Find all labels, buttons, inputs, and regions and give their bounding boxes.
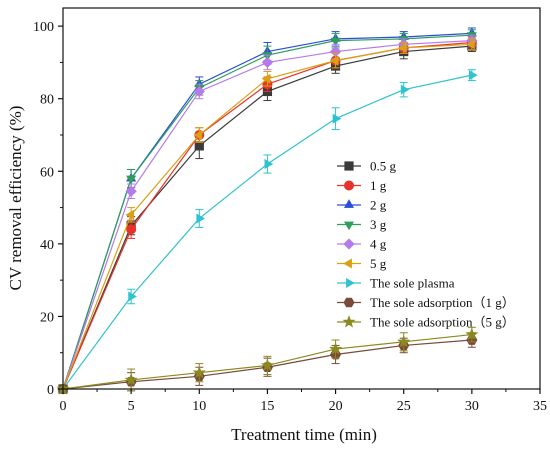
y-tick-label: 100 bbox=[33, 20, 54, 35]
legend-item-5: 5 g bbox=[337, 256, 387, 271]
data-point bbox=[330, 37, 341, 47]
legend-label: The sole adsorption（1 g） bbox=[370, 295, 515, 310]
x-tick-label: 25 bbox=[397, 399, 411, 414]
legend-label: 4 g bbox=[370, 237, 387, 252]
legend-item-8: The sole adsorption（5 g） bbox=[337, 315, 515, 330]
data-point bbox=[468, 70, 478, 81]
legend-marker bbox=[343, 297, 355, 308]
legend-marker bbox=[346, 277, 355, 289]
data-point bbox=[124, 373, 138, 386]
data-point bbox=[332, 113, 342, 124]
legend-marker bbox=[343, 199, 355, 208]
legend-item-6: The sole plasma bbox=[337, 276, 455, 291]
legend-marker bbox=[343, 180, 354, 191]
y-tick-label: 60 bbox=[40, 165, 54, 180]
x-tick-label: 15 bbox=[260, 399, 274, 414]
y-tick-label: 0 bbox=[47, 383, 54, 398]
legend-marker bbox=[342, 315, 356, 328]
series-layer bbox=[56, 27, 479, 395]
y-tick-label: 20 bbox=[40, 310, 54, 325]
legend-label: 0.5 g bbox=[370, 159, 397, 174]
data-point bbox=[397, 42, 407, 53]
legend-marker bbox=[343, 238, 355, 250]
legend-item-3: 3 g bbox=[337, 217, 387, 232]
x-tick-label: 30 bbox=[465, 399, 479, 414]
legend-label: 1 g bbox=[370, 178, 387, 193]
data-point bbox=[128, 291, 137, 302]
data-point bbox=[193, 129, 203, 141]
legend-item-2: 2 g bbox=[337, 198, 387, 213]
x-tick-label: 5 bbox=[128, 399, 135, 414]
x-tick-label: 0 bbox=[60, 399, 67, 414]
data-point bbox=[465, 327, 479, 341]
data-point bbox=[196, 213, 206, 224]
legend-marker bbox=[343, 221, 355, 231]
legend-marker bbox=[344, 161, 354, 171]
data-point bbox=[126, 224, 137, 235]
ticks-layer: 0 5 10 15 20 25 30 35 0 20 40 60 80 100 bbox=[33, 20, 547, 414]
data-point bbox=[264, 159, 274, 170]
series-8 bbox=[56, 326, 479, 395]
data-point bbox=[400, 84, 410, 95]
legend-item-0: 0.5 g bbox=[337, 159, 397, 174]
data-point bbox=[194, 141, 204, 151]
x-tick-label: 10 bbox=[192, 399, 206, 414]
data-point bbox=[261, 73, 271, 84]
data-point bbox=[260, 358, 274, 371]
legend-item-4: 4 g bbox=[337, 237, 387, 252]
legend-label: The sole plasma bbox=[370, 276, 455, 291]
y-axis-title: CV removal efficiency (%) bbox=[6, 106, 25, 291]
data-point bbox=[466, 39, 475, 50]
legend-label: 5 g bbox=[370, 256, 387, 271]
x-tick-label: 20 bbox=[329, 399, 343, 414]
data-point bbox=[193, 85, 205, 98]
data-point bbox=[329, 342, 343, 355]
y-tick-label: 80 bbox=[40, 93, 54, 108]
data-point bbox=[125, 209, 135, 220]
data-point bbox=[329, 55, 339, 66]
legend-item-7: The sole adsorption（1 g） bbox=[337, 295, 515, 310]
data-point bbox=[126, 175, 137, 185]
legend-label: 3 g bbox=[370, 217, 387, 232]
x-tick-label: 35 bbox=[533, 399, 547, 414]
legend-label: 2 g bbox=[370, 198, 387, 213]
y-tick-label: 40 bbox=[40, 238, 54, 253]
data-point bbox=[261, 56, 274, 69]
legend: 0.5 g 1 g 2 g 3 g 4 g 5 g The sole plasma The s… bbox=[337, 159, 515, 330]
data-point bbox=[397, 334, 411, 348]
legend-label: The sole adsorption（5 g） bbox=[370, 315, 515, 330]
series-5 bbox=[57, 38, 476, 395]
x-axis-title: Treatment time (min) bbox=[231, 425, 377, 444]
data-point bbox=[192, 365, 206, 379]
data-point bbox=[125, 185, 137, 197]
legend-marker bbox=[343, 258, 352, 269]
legend-item-1: 1 g bbox=[337, 178, 387, 193]
